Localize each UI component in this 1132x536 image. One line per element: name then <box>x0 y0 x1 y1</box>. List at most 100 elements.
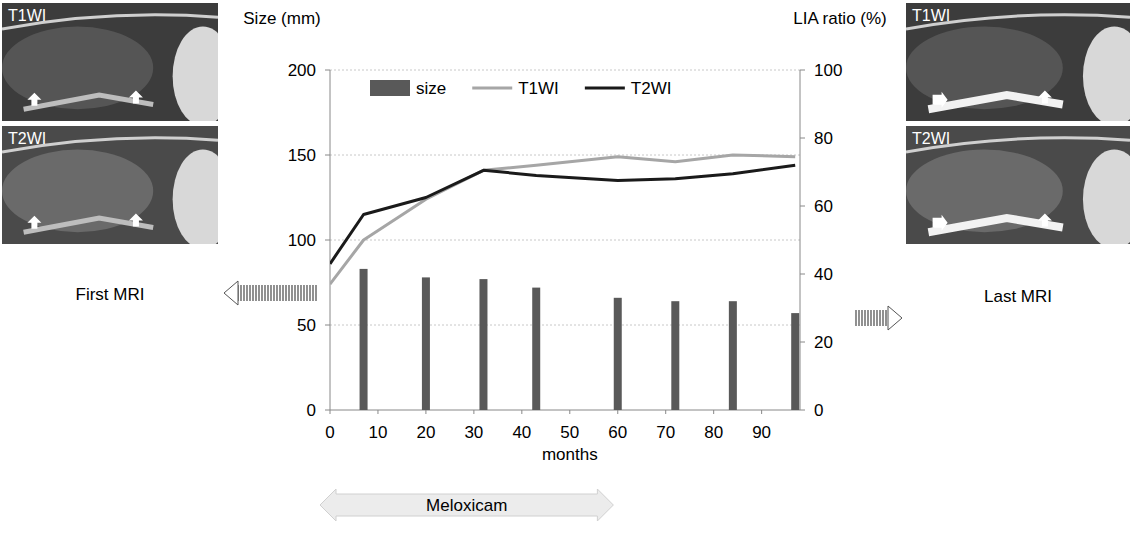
arrow-head <box>224 281 238 305</box>
tick <box>325 155 330 156</box>
hatch <box>288 285 289 301</box>
hatch <box>258 285 259 301</box>
tick <box>800 206 805 207</box>
hatch <box>315 285 316 301</box>
y-axis <box>330 70 331 410</box>
hatch <box>297 285 298 301</box>
y2-axis <box>800 70 801 410</box>
image-tissue <box>2 150 153 233</box>
tick <box>325 410 330 411</box>
bar <box>360 269 368 410</box>
tick <box>761 410 762 414</box>
image-tissue <box>906 150 1063 233</box>
hatch <box>291 285 292 301</box>
hatch <box>246 285 247 301</box>
hatch <box>873 310 874 326</box>
image-caption: First MRI <box>76 285 145 304</box>
hatch <box>312 285 313 301</box>
tick-label: 100 <box>814 61 842 80</box>
tick-label: 90 <box>752 423 771 442</box>
image-structure <box>1083 150 1130 244</box>
hatch <box>267 285 268 301</box>
tick <box>325 325 330 326</box>
mri-image: T1WI <box>2 3 233 126</box>
image-structure <box>173 27 218 121</box>
tick-label: 200 <box>288 61 316 80</box>
grid-line <box>330 240 800 241</box>
legend-entry: T2WI <box>585 79 672 98</box>
image-label: T1WI <box>8 7 46 24</box>
tick <box>800 274 805 275</box>
tick-label: 60 <box>814 197 833 216</box>
hatch <box>867 310 868 326</box>
tick-label: 100 <box>288 231 316 250</box>
tick-label: 40 <box>512 423 531 442</box>
image-arrow <box>1038 213 1052 226</box>
hatch <box>303 285 304 301</box>
annotation-arrow <box>320 489 613 521</box>
hatch <box>294 285 295 301</box>
hatch <box>306 285 307 301</box>
connector-arrow <box>856 306 902 330</box>
hatch <box>249 285 250 301</box>
tick <box>569 410 570 414</box>
bar <box>532 288 540 410</box>
image-arrow <box>129 213 143 226</box>
image-label: T1WI <box>912 7 950 24</box>
hatch <box>252 285 253 301</box>
legend-entry: size <box>370 79 446 98</box>
bar <box>422 277 430 410</box>
tick-label: 80 <box>814 129 833 148</box>
tick-label: 0 <box>307 401 316 420</box>
hatch <box>855 310 856 326</box>
legend-label: size <box>416 79 446 98</box>
axis-title: months <box>542 445 598 464</box>
legend-label: T1WI <box>518 79 559 98</box>
hatch <box>876 310 877 326</box>
hatch <box>270 285 271 301</box>
image-arrow <box>933 215 948 231</box>
image-structure <box>173 150 218 244</box>
hatch <box>309 285 310 301</box>
image-arrow <box>27 216 41 229</box>
plot-marks <box>330 155 799 410</box>
tick <box>800 70 805 71</box>
bar <box>791 313 799 410</box>
tick <box>521 410 522 414</box>
bar <box>671 301 679 410</box>
tick-label: 50 <box>297 316 316 335</box>
tick-label: 10 <box>368 423 387 442</box>
legend-swatch <box>370 80 410 96</box>
image-tissue <box>2 27 153 110</box>
hatch <box>300 285 301 301</box>
image-arrow <box>129 90 143 103</box>
mri-image: T2WI <box>2 126 233 249</box>
figure: 0501001502000204060801000102030405060708… <box>0 0 1132 536</box>
legend-swatch <box>585 87 625 90</box>
tick-label: 0 <box>325 423 334 442</box>
hatch <box>273 285 274 301</box>
tick-label: 20 <box>814 333 833 352</box>
hatch <box>285 285 286 301</box>
tick <box>325 240 330 241</box>
tick <box>800 410 805 411</box>
tick-label: 30 <box>464 423 483 442</box>
arrow-head <box>888 306 902 330</box>
image-label: T2WI <box>8 130 46 147</box>
hatch <box>276 285 277 301</box>
hatch <box>864 310 865 326</box>
connector-arrow <box>224 281 316 305</box>
grid-line <box>330 70 800 71</box>
image-caption: Last MRI <box>984 287 1052 306</box>
tick-label: 150 <box>288 146 316 165</box>
axis-title: Size (mm) <box>243 9 320 28</box>
tick-label: 80 <box>704 423 723 442</box>
line <box>330 155 795 284</box>
tick <box>473 410 474 414</box>
hatch <box>279 285 280 301</box>
hatch <box>861 310 862 326</box>
mri-image: T2WI <box>906 126 1132 249</box>
tick-label: 40 <box>814 265 833 284</box>
hatch <box>870 310 871 326</box>
tick <box>713 410 714 414</box>
